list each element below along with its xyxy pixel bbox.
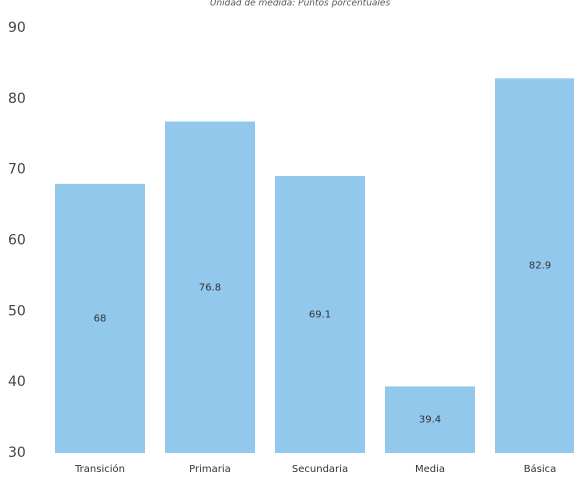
data-label: 68 [94, 313, 107, 324]
data-label: 39.4 [419, 415, 441, 426]
y-tick-label: 80 [8, 91, 26, 107]
data-label: 82.9 [529, 261, 551, 272]
x-tick-label: Media [415, 464, 445, 475]
x-tick-label: Primaria [189, 464, 231, 475]
y-tick-label: 60 [8, 233, 26, 249]
chart-subtitle: Unidad de medida: Puntos porcentuales [210, 0, 391, 9]
y-tick-label: 50 [8, 303, 26, 319]
bar [495, 78, 574, 454]
x-tick-label: Básica [524, 463, 557, 475]
bar [385, 386, 475, 453]
data-label: 69.1 [309, 310, 331, 321]
y-tick-label: 30 [8, 445, 26, 461]
bar [275, 176, 365, 453]
y-tick-label: 70 [8, 162, 26, 178]
x-tick-label: Secundaria [292, 464, 348, 475]
y-tick-label: 40 [8, 374, 26, 390]
bar [165, 121, 255, 453]
y-tick-label: 90 [8, 20, 26, 36]
x-tick-label: Transición [74, 463, 125, 475]
bar [55, 183, 145, 454]
data-label: 76.8 [199, 282, 221, 293]
